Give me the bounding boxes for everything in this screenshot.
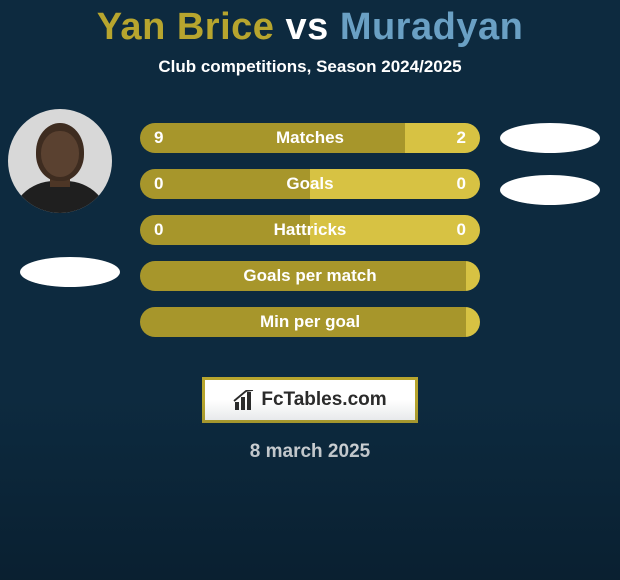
- stat-bar-row: 00Goals: [140, 169, 480, 199]
- stat-bar-right-seg: [466, 261, 480, 291]
- stat-bar-right-seg: 2: [405, 123, 480, 153]
- title-vs: vs: [285, 6, 328, 48]
- logo-text: FcTables.com: [261, 389, 386, 411]
- page-title: Yan Brice vs Muradyan: [0, 0, 620, 49]
- player-right-flag-1: [500, 123, 600, 153]
- stat-bar-left-seg: [140, 307, 466, 337]
- stat-bar-row: Goals per match: [140, 261, 480, 291]
- source-logo: FcTables.com: [202, 377, 418, 423]
- player-left-flag: [20, 257, 120, 287]
- stat-bar-row: 00Hattricks: [140, 215, 480, 245]
- avatar-placeholder: [8, 109, 112, 213]
- stat-bar-right-seg: [466, 307, 480, 337]
- chart-icon: [233, 390, 255, 410]
- stat-bar-left-seg: 9: [140, 123, 405, 153]
- stat-bar-left-seg: [140, 261, 466, 291]
- stat-bars: 92Matches 00Goals 00Hattricks Goals per mat…: [140, 123, 480, 353]
- player-right-flag-2: [500, 175, 600, 205]
- bottom-shade: [0, 400, 620, 580]
- stat-bar-left-seg: 0: [140, 215, 310, 245]
- stat-bar-row: Min per goal: [140, 307, 480, 337]
- comparison-panel: 92Matches 00Goals 00Hattricks Goals per mat…: [0, 113, 620, 373]
- player-left-avatar: [8, 109, 112, 213]
- stat-bar-left-seg: 0: [140, 169, 310, 199]
- subtitle: Club competitions, Season 2024/2025: [0, 57, 620, 77]
- stat-bar-row: 92Matches: [140, 123, 480, 153]
- title-left-name: Yan Brice: [97, 6, 275, 48]
- stat-bar-right-seg: 0: [310, 215, 480, 245]
- date-text: 8 march 2025: [0, 441, 620, 463]
- title-right-name: Muradyan: [340, 6, 523, 48]
- stat-bar-right-seg: 0: [310, 169, 480, 199]
